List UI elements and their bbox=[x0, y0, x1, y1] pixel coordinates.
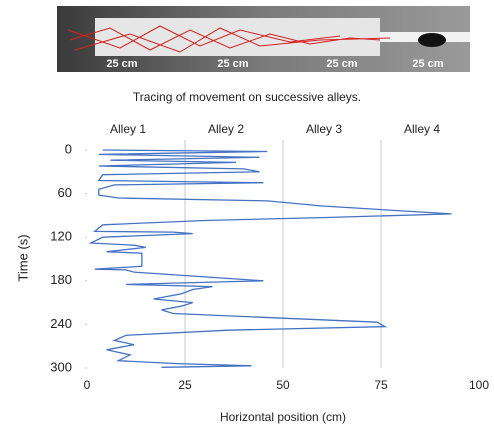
figure: 25 cm 25 cm 25 cm 25 cm Tracing of movem… bbox=[0, 0, 494, 432]
x-axis-label: Horizontal position (cm) bbox=[220, 410, 346, 424]
y-tick-label: 240 bbox=[50, 316, 72, 331]
photo-label: 25 cm bbox=[412, 58, 443, 70]
alley-label: Alley 2 bbox=[208, 122, 244, 136]
y-tick-label: 180 bbox=[50, 272, 72, 287]
alley-label: Alley 4 bbox=[404, 122, 440, 136]
x-tick-label: 50 bbox=[276, 378, 290, 392]
photo-label: 25 cm bbox=[106, 58, 137, 70]
x-tick-label: 0 bbox=[84, 378, 91, 392]
x-tick-label: 100 bbox=[469, 378, 489, 392]
y-tick-label: 60 bbox=[58, 185, 72, 200]
alley-label: Alley 3 bbox=[306, 122, 342, 136]
photo-label: 25 cm bbox=[217, 58, 248, 70]
y-tick-label: 300 bbox=[50, 359, 72, 374]
y-tick-label: 0 bbox=[65, 141, 72, 156]
y-tick-label: 120 bbox=[50, 229, 72, 244]
alley-label: Alley 1 bbox=[110, 122, 146, 136]
x-tick-label: 75 bbox=[374, 378, 388, 392]
photo-label: 25 cm bbox=[326, 58, 357, 70]
caption: Tracing of movement on successive alleys… bbox=[133, 90, 361, 104]
trace-line bbox=[91, 150, 452, 367]
photo: 25 cm 25 cm 25 cm 25 cm bbox=[57, 6, 470, 72]
mouse bbox=[418, 33, 446, 47]
x-tick-label: 25 bbox=[178, 378, 192, 392]
y-axis-label: Time (s) bbox=[15, 234, 30, 281]
